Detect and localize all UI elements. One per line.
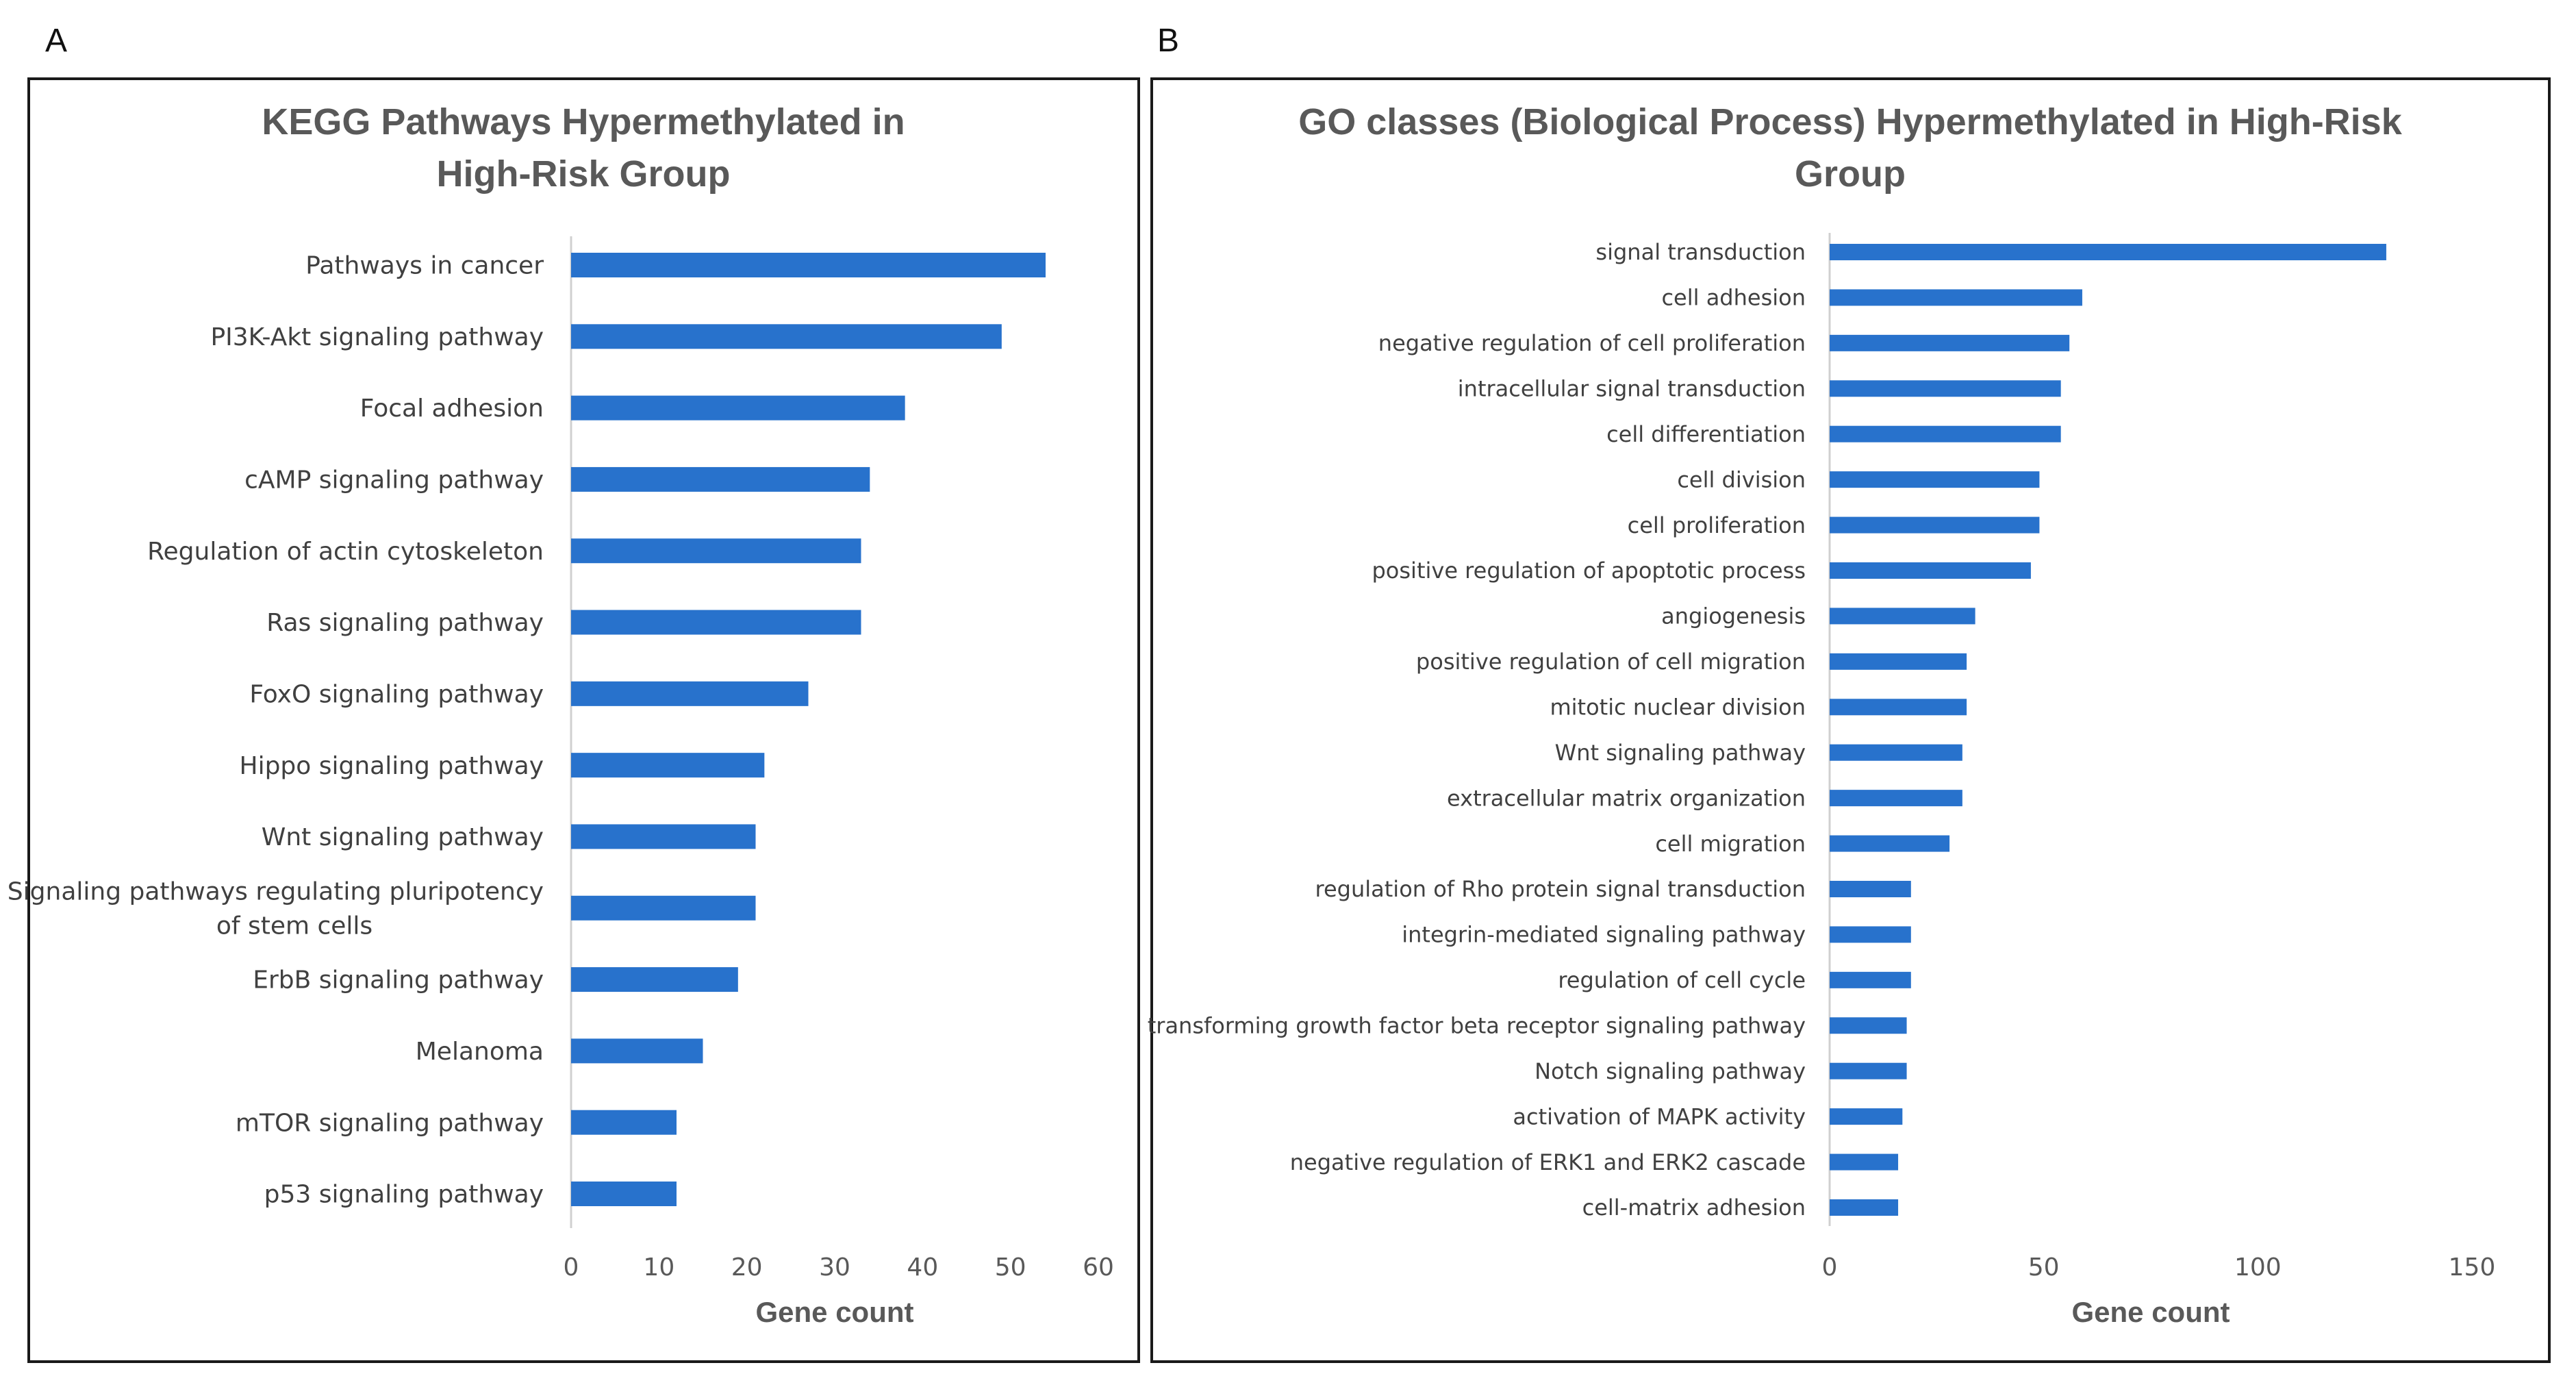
x-axis-title: Gene count <box>755 1296 913 1328</box>
category-label: positive regulation of apoptotic process <box>1372 558 1806 584</box>
x-axis-title: Gene count <box>2071 1296 2230 1328</box>
bar <box>1830 289 2082 306</box>
bar <box>1830 653 1967 670</box>
category-label: cAMP signaling pathway <box>244 466 544 495</box>
bar <box>571 610 861 635</box>
category-label: cell migration <box>1655 831 1806 857</box>
bar <box>571 681 809 706</box>
bar <box>1830 1017 1907 1034</box>
category-label: Wnt signaling pathway <box>262 823 544 851</box>
category-label: signal transduction <box>1595 239 1806 265</box>
bar <box>571 967 738 992</box>
bar <box>571 895 756 921</box>
category-label: activation of MAPK activity <box>1513 1103 1806 1129</box>
category-label: cell differentiation <box>1606 421 1806 447</box>
bar <box>571 1110 677 1135</box>
chart-title-line: GO classes (Biological Process) Hypermet… <box>1298 101 2402 142</box>
bar <box>1830 471 2040 488</box>
bar <box>1830 1108 1903 1125</box>
category-label: cell-matrix adhesion <box>1582 1195 1806 1221</box>
category-label: PI3K-Akt signaling pathway <box>210 323 544 351</box>
bar <box>1830 334 2070 351</box>
category-label: integrin-mediated signaling pathway <box>1402 922 1806 948</box>
bar <box>571 824 756 849</box>
x-tick-label: 50 <box>995 1253 1026 1282</box>
chart-title-line: Group <box>1795 153 1906 195</box>
bar <box>1830 608 1975 625</box>
category-label: FoxO signaling pathway <box>249 680 544 708</box>
x-tick-label: 0 <box>564 1253 579 1282</box>
x-tick-label: 20 <box>731 1253 763 1282</box>
category-label: Wnt signaling pathway <box>1555 740 1806 766</box>
bar <box>571 753 765 778</box>
category-label: Ras signaling pathway <box>266 609 544 637</box>
category-label: Focal adhesion <box>360 395 544 423</box>
bar <box>1830 425 2061 442</box>
category-label: extracellular matrix organization <box>1447 785 1806 811</box>
category-label: p53 signaling pathway <box>264 1181 544 1209</box>
panel-a-letter: A <box>45 23 68 59</box>
category-label: mitotic nuclear division <box>1550 694 1806 720</box>
bar <box>1830 971 1911 988</box>
bar <box>571 538 861 564</box>
panel-b-letter: B <box>1157 23 1180 59</box>
bar <box>571 324 1002 349</box>
bar <box>1830 926 1911 943</box>
category-label: transforming growth factor beta receptor… <box>1148 1012 1806 1038</box>
bar <box>1830 835 1950 852</box>
bar <box>1830 1199 1899 1216</box>
category-label: intracellular signal transduction <box>1458 375 1806 401</box>
bar <box>1830 380 2061 397</box>
category-label: positive regulation of cell migration <box>1416 649 1806 675</box>
x-tick-label: 0 <box>1822 1253 1838 1282</box>
category-label: Pathways in cancer <box>305 252 544 280</box>
category-label: mTOR signaling pathway <box>236 1109 544 1137</box>
chart-title-line: High-Risk Group <box>437 153 731 195</box>
category-label: negative regulation of ERK1 and ERK2 cas… <box>1290 1149 1806 1175</box>
category-label: regulation of Rho protein signal transdu… <box>1315 876 1806 902</box>
category-label: ErbB signaling pathway <box>253 966 544 995</box>
category-label: of stem cells <box>216 912 372 940</box>
chart-title-line: KEGG Pathways Hypermethylated in <box>262 101 905 142</box>
bar <box>1830 744 1962 761</box>
panel-a-frame <box>27 77 1140 1363</box>
x-tick-label: 30 <box>819 1253 850 1282</box>
bar <box>1830 699 1967 716</box>
x-tick-label: 40 <box>907 1253 938 1282</box>
bar <box>571 253 1046 277</box>
category-label: cell division <box>1677 466 1806 492</box>
category-label: Signaling pathways regulating pluripoten… <box>8 877 544 905</box>
bar <box>571 466 870 492</box>
category-label: Regulation of actin cytoskeleton <box>147 538 544 566</box>
category-label: Hippo signaling pathway <box>240 752 544 780</box>
x-tick-label: 150 <box>2449 1253 2496 1282</box>
x-tick-label: 60 <box>1083 1253 1114 1282</box>
category-label: angiogenesis <box>1661 603 1806 629</box>
category-label: Notch signaling pathway <box>1535 1058 1806 1084</box>
x-tick-label: 100 <box>2234 1253 2282 1282</box>
bar <box>571 1182 677 1206</box>
category-label: regulation of cell cycle <box>1558 967 1806 993</box>
x-tick-label: 50 <box>2028 1253 2060 1282</box>
bar <box>571 395 905 421</box>
bar <box>1830 1153 1899 1171</box>
bar <box>1830 516 2040 534</box>
bar <box>571 1038 703 1064</box>
category-label: negative regulation of cell proliferatio… <box>1378 330 1806 356</box>
category-label: cell proliferation <box>1628 512 1806 538</box>
bar <box>1830 562 2031 579</box>
category-label: cell adhesion <box>1661 285 1806 311</box>
bar <box>1830 1062 1907 1079</box>
bar <box>1830 881 1911 897</box>
x-tick-label: 10 <box>643 1253 674 1282</box>
category-label: Melanoma <box>416 1038 544 1066</box>
bar <box>1830 244 2386 260</box>
bar <box>1830 790 1962 807</box>
